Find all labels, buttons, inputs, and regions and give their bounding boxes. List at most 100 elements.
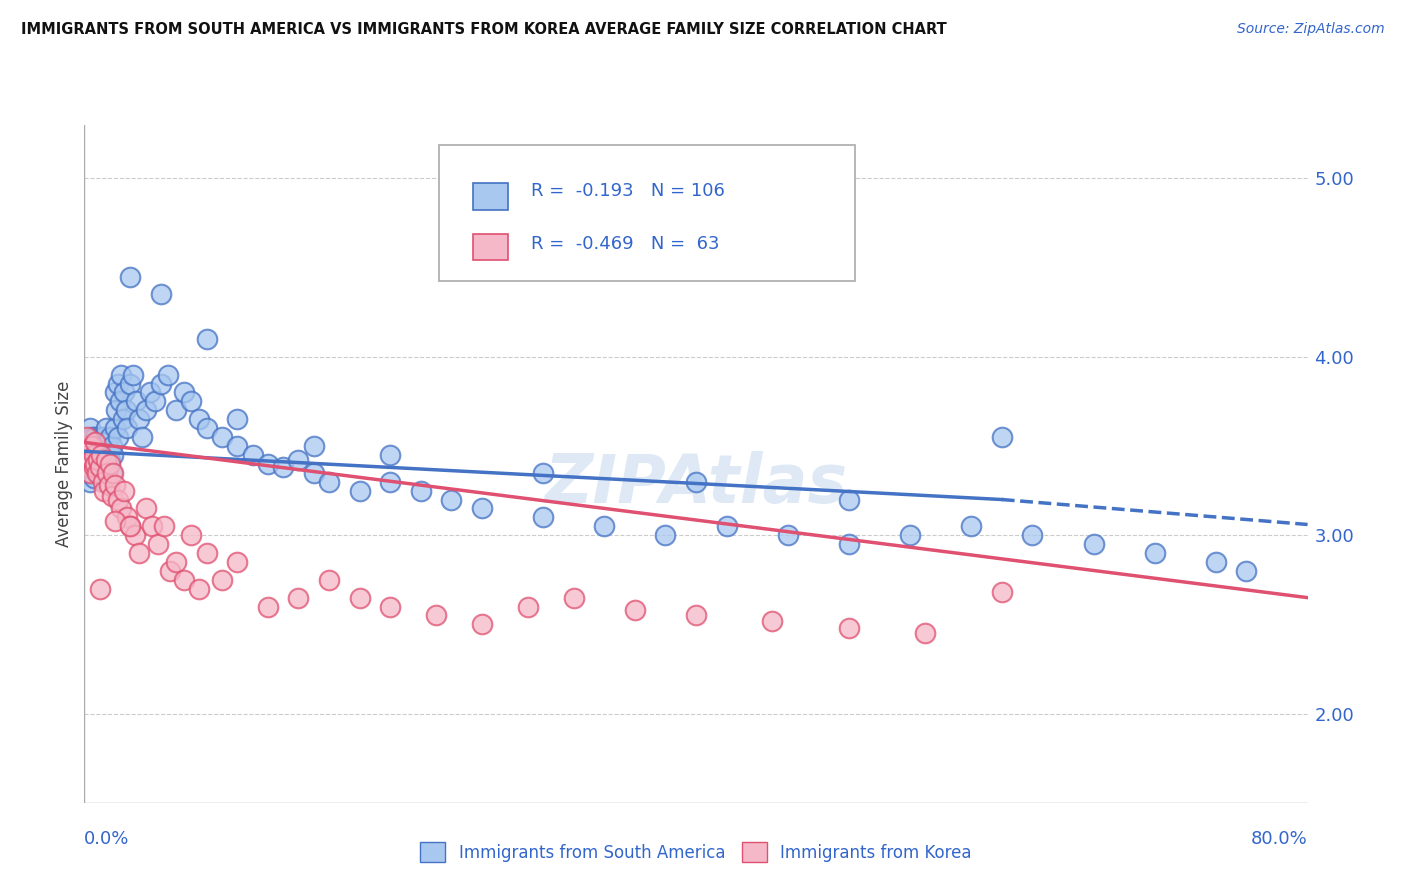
Point: [107, 376, 129, 391]
Point: [107, 430, 129, 444]
Point: [76, 430, 98, 444]
Point: [93, 483, 115, 498]
Point: [87, 453, 110, 467]
Point: [76, 448, 98, 462]
Point: [101, 439, 124, 453]
Point: [153, 519, 176, 533]
Point: [98, 457, 121, 471]
Point: [124, 528, 146, 542]
Point: [89, 460, 111, 475]
Point: [94, 453, 117, 467]
Point: [75, 439, 97, 453]
Point: [80, 453, 103, 467]
Point: [409, 483, 432, 498]
Point: [84, 457, 107, 471]
Point: [94, 457, 117, 471]
Point: [104, 514, 127, 528]
Point: [226, 555, 249, 569]
Point: [97, 478, 120, 492]
Point: [318, 573, 340, 587]
Point: [91, 475, 114, 489]
Point: [257, 599, 280, 614]
Point: [86, 466, 108, 480]
Point: [195, 332, 218, 346]
Point: [90, 457, 112, 471]
Point: [125, 394, 148, 409]
Point: [120, 519, 142, 533]
Text: ZIPAtlas: ZIPAtlas: [544, 451, 848, 517]
Point: [716, 519, 738, 533]
Point: [94, 421, 117, 435]
Point: [1205, 555, 1227, 569]
Point: [128, 546, 150, 560]
Point: [838, 621, 860, 635]
Point: [80, 439, 103, 453]
Point: [104, 478, 127, 492]
Point: [593, 519, 616, 533]
Point: [516, 599, 538, 614]
Text: R =  -0.193   N = 106: R = -0.193 N = 106: [531, 182, 724, 201]
Text: IMMIGRANTS FROM SOUTH AMERICA VS IMMIGRANTS FROM KOREA AVERAGE FAMILY SIZE CORRE: IMMIGRANTS FROM SOUTH AMERICA VS IMMIGRA…: [21, 22, 946, 37]
Point: [83, 442, 105, 457]
Point: [531, 466, 554, 480]
Point: [98, 430, 121, 444]
Point: [440, 492, 463, 507]
Point: [93, 466, 115, 480]
Point: [531, 510, 554, 524]
Y-axis label: Average Family Size: Average Family Size: [55, 381, 73, 547]
Point: [79, 421, 101, 435]
Point: [991, 585, 1014, 599]
Point: [562, 591, 585, 605]
Point: [96, 460, 118, 475]
Point: [122, 368, 145, 382]
Point: [318, 475, 340, 489]
Text: 80.0%: 80.0%: [1251, 830, 1308, 848]
Point: [101, 489, 124, 503]
Point: [79, 466, 101, 480]
Point: [91, 453, 114, 467]
Point: [1143, 546, 1166, 560]
Point: [96, 466, 118, 480]
Point: [77, 457, 100, 471]
Point: [287, 591, 309, 605]
Point: [76, 466, 98, 480]
Point: [425, 608, 447, 623]
Point: [471, 617, 494, 632]
Point: [112, 483, 135, 498]
Point: [83, 457, 105, 471]
Point: [84, 448, 107, 462]
Point: [105, 403, 128, 417]
Point: [79, 448, 101, 462]
Point: [960, 519, 983, 533]
Point: [271, 460, 294, 475]
Point: [79, 475, 101, 489]
FancyBboxPatch shape: [474, 234, 508, 260]
Point: [226, 439, 249, 453]
Point: [211, 430, 233, 444]
Point: [838, 537, 860, 551]
Point: [77, 453, 100, 467]
Point: [471, 501, 494, 516]
Point: [139, 385, 162, 400]
Point: [135, 501, 157, 516]
Point: [89, 460, 111, 475]
Point: [77, 460, 100, 475]
Point: [226, 412, 249, 426]
Point: [257, 457, 280, 471]
Point: [135, 403, 157, 417]
Point: [302, 466, 325, 480]
Point: [173, 385, 195, 400]
Point: [90, 448, 112, 462]
Point: [1021, 528, 1043, 542]
Point: [86, 453, 108, 467]
Point: [146, 537, 169, 551]
Point: [103, 448, 125, 462]
Point: [654, 528, 676, 542]
Point: [149, 376, 172, 391]
FancyBboxPatch shape: [439, 145, 855, 281]
Point: [97, 442, 120, 457]
Point: [143, 394, 166, 409]
Point: [84, 460, 107, 475]
Point: [97, 457, 120, 471]
Point: [380, 475, 402, 489]
